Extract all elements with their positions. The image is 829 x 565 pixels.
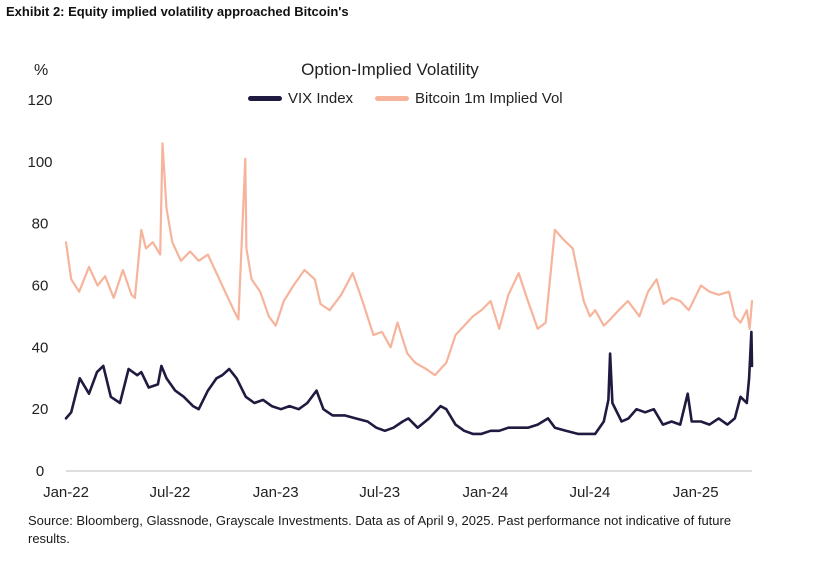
y-tick-label: 40 [32, 339, 49, 356]
y-tick-label: 100 [27, 154, 52, 171]
y-tick-label: 20 [32, 401, 49, 418]
legend-swatch-vix [248, 96, 282, 101]
legend-item-bitcoin: Bitcoin 1m Implied Vol [375, 90, 563, 107]
series-line-bitcoin-implied-vol [64, 142, 754, 377]
y-tick-label: 80 [32, 216, 49, 233]
legend-label-vix: VIX Index [288, 90, 354, 107]
chart-title: Option-Implied Volatility [301, 60, 479, 79]
x-tick-label: Jan-24 [462, 484, 508, 501]
x-tick-label: Jul-22 [150, 484, 191, 501]
y-axis-unit-label: % [34, 62, 49, 79]
series-line-vix-index [64, 330, 754, 436]
source-note: Source: Bloomberg, Glassnode, Grayscale … [28, 513, 732, 546]
y-tick-label: 60 [32, 278, 49, 295]
y-tick-label: 120 [27, 92, 52, 109]
x-tick-label: Jan-23 [253, 484, 299, 501]
legend-label-bitcoin: Bitcoin 1m Implied Vol [415, 90, 563, 107]
exhibit-title: Exhibit 2: Equity implied volatility app… [6, 4, 349, 19]
x-tick-label: Jul-23 [359, 484, 400, 501]
series-layer [64, 142, 754, 436]
legend-item-vix: VIX Index [248, 90, 353, 107]
x-tick-label: Jan-25 [673, 484, 719, 501]
x-tick-label: Jan-22 [43, 484, 89, 501]
y-axis-ticks: 0 20 40 60 80 100 120 [27, 92, 52, 480]
x-tick-label: Jul-24 [570, 484, 611, 501]
x-axis-ticks: Jan-22 Jul-22 Jan-23 Jul-23 Jan-24 Jul-24 Jan-… [43, 484, 719, 501]
y-tick-label: 0 [36, 463, 44, 480]
chart-legend: VIX Index Bitcoin 1m Implied Vol [248, 90, 585, 107]
legend-swatch-bitcoin [375, 96, 410, 101]
